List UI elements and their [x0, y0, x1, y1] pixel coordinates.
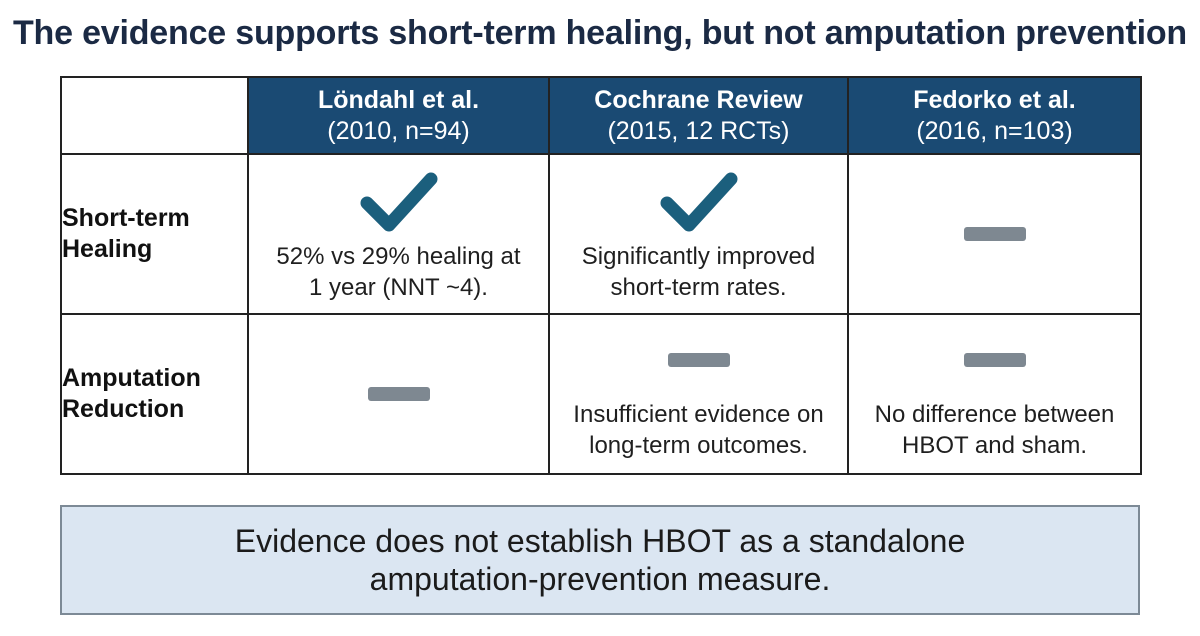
evidence-table: Löndahl et al. (2010, n=94) Cochrane Rev…	[60, 76, 1142, 475]
column-header-cochrane: Cochrane Review (2015, 12 RCTs)	[548, 76, 849, 155]
row-header-short-term-healing: Short-term Healing	[60, 153, 249, 315]
column-header-meta: (2016, n=103)	[916, 116, 1073, 145]
column-header-meta: (2010, n=94)	[327, 116, 470, 145]
cell-cochrane-healing: Significantly improved short-term rates.	[548, 153, 849, 315]
cell-text-line: 1 year (NNT ~4).	[309, 274, 488, 301]
row-header-line: Amputation	[62, 364, 201, 392]
table-header-row: Löndahl et al. (2010, n=94) Cochrane Rev…	[60, 76, 1142, 155]
cell-text-line: No difference between	[874, 401, 1115, 428]
check-icon	[360, 172, 437, 232]
page-title: The evidence supports short-term healing…	[12, 14, 1187, 52]
row-header-line: Reduction	[62, 395, 185, 423]
dash-icon	[963, 353, 1026, 367]
column-header-name: Fedorko et al.	[913, 85, 1076, 114]
row-header-line: Healing	[62, 235, 153, 263]
check-icon	[660, 172, 737, 232]
cell-text-line: HBOT and sham.	[902, 432, 1087, 459]
column-header-meta: (2015, 12 RCTs)	[607, 116, 790, 145]
summary-line: Evidence does not establish HBOT as a st…	[234, 523, 966, 559]
cell-londahl-amputation	[247, 313, 550, 475]
cell-fedorko-healing	[847, 153, 1142, 315]
dash-icon	[667, 353, 730, 367]
cell-fedorko-amputation: No difference between HBOT and sham.	[847, 313, 1142, 475]
row-header-line: Short-term	[62, 204, 190, 232]
cell-text-line: short-term rates.	[610, 274, 787, 301]
cell-text-line: Insufficient evidence on	[573, 401, 824, 428]
cell-londahl-healing: 52% vs 29% healing at 1 year (NNT ~4).	[247, 153, 550, 315]
dash-icon	[963, 227, 1026, 241]
summary-box: Evidence does not establish HBOT as a st…	[60, 505, 1140, 615]
table-row-short-term-healing: Short-term Healing 52% vs 29% healing at…	[60, 153, 1142, 315]
row-header-amputation-reduction: Amputation Reduction	[60, 313, 249, 475]
cell-text-line: 52% vs 29% healing at	[276, 243, 521, 270]
table-corner-cell	[60, 76, 249, 155]
column-header-londahl: Löndahl et al. (2010, n=94)	[247, 76, 550, 155]
column-header-name: Cochrane Review	[594, 85, 803, 114]
table-row-amputation-reduction: Amputation Reduction Insufficient eviden…	[60, 313, 1142, 475]
cell-cochrane-amputation: Insufficient evidence on long-term outco…	[548, 313, 849, 475]
cell-text-line: long-term outcomes.	[589, 432, 808, 459]
column-header-name: Löndahl et al.	[317, 85, 480, 114]
cell-text-line: Significantly improved	[581, 243, 816, 270]
column-header-fedorko: Fedorko et al. (2016, n=103)	[847, 76, 1142, 155]
dash-icon	[367, 387, 430, 401]
summary-line: amputation-prevention measure.	[369, 561, 831, 597]
